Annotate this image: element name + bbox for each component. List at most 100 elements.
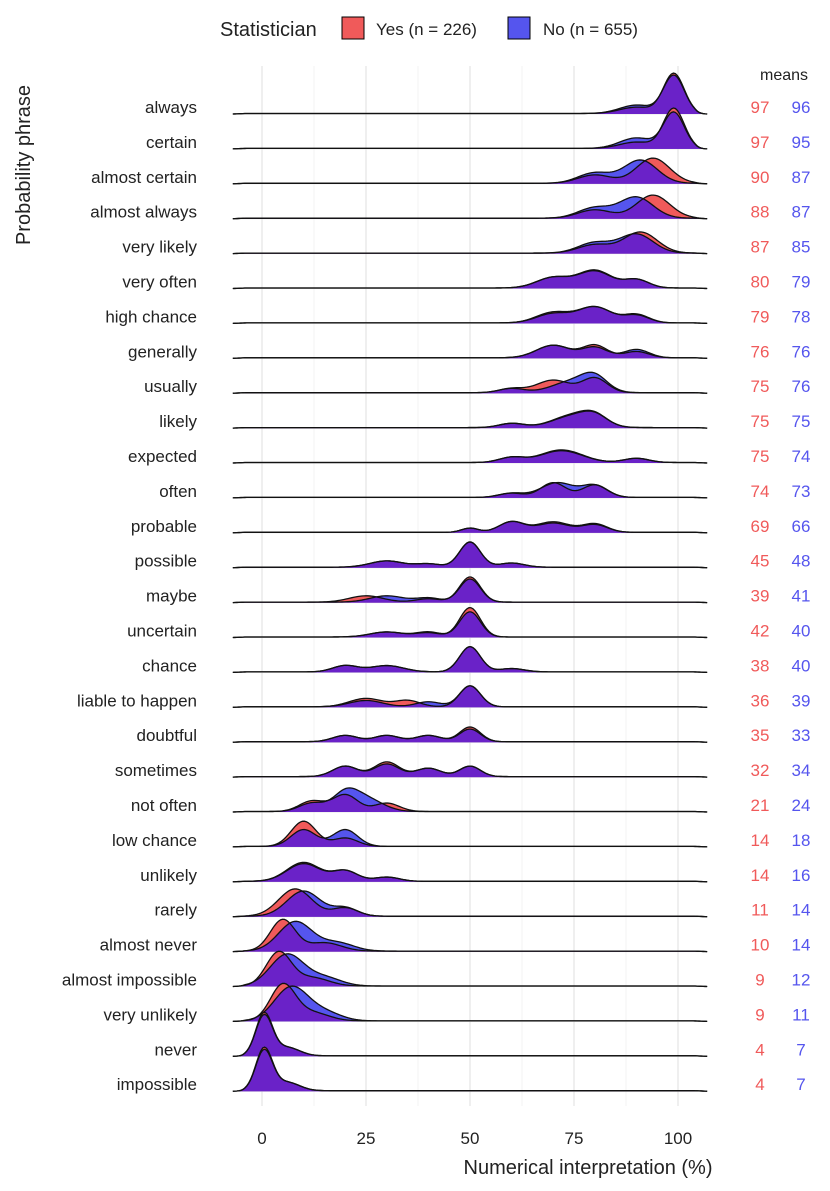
ridge-outline-no-low-chance <box>232 828 708 848</box>
mean-no-never: 7 <box>796 1040 805 1059</box>
ridge-liable-to-happen <box>232 685 708 708</box>
phrase-label-doubtful: doubtful <box>137 726 198 745</box>
mean-no-probable: 66 <box>792 517 811 536</box>
phrase-label-certain: certain <box>146 133 197 152</box>
mean-no-possible: 48 <box>792 552 811 571</box>
x-tick-label-25: 25 <box>357 1129 376 1148</box>
mean-yes-never: 4 <box>755 1040 764 1059</box>
legend-swatch-yes <box>341 16 365 40</box>
ridge-fill-overlap-liable-to-happen <box>232 685 708 708</box>
ridge-fill-overlap-always <box>232 75 708 114</box>
ridge-outline-no-likely <box>232 410 708 429</box>
legend-label-yes: Yes (n = 226) <box>376 20 477 39</box>
mean-no-maybe: 41 <box>792 587 811 606</box>
mean-no-almost-impossible: 12 <box>792 971 811 990</box>
mean-yes-rarely: 11 <box>751 901 769 920</box>
mean-yes-expected: 75 <box>751 447 770 466</box>
ridge-fill-overlap-almost-impossible <box>232 954 708 987</box>
mean-yes-maybe: 39 <box>751 587 770 606</box>
phrase-label-almost-certain: almost certain <box>91 168 197 187</box>
ridge-fill-overlap-high-chance <box>232 306 708 324</box>
ridge-always <box>232 72 708 115</box>
ridge-fill-overlap-impossible <box>232 1049 708 1092</box>
mean-no-very-unlikely: 11 <box>792 1005 810 1024</box>
ridge-outline-no-maybe <box>232 578 708 604</box>
ridge-expected <box>232 449 708 464</box>
ridge-impossible <box>232 1046 708 1092</box>
ridge-fill-overlap-doubtful <box>232 729 708 743</box>
ridge-fill-overlap-never <box>232 1014 708 1057</box>
mean-yes-certain: 97 <box>751 133 770 152</box>
mean-yes-usually: 75 <box>751 377 770 396</box>
ridge-probable <box>232 520 708 534</box>
mean-yes-always: 97 <box>751 98 770 117</box>
mean-no-not-often: 24 <box>792 796 811 815</box>
mean-yes-unlikely: 14 <box>751 866 770 885</box>
mean-no-low-chance: 18 <box>792 831 811 850</box>
ridge-outline-no-sometimes <box>232 763 708 778</box>
ridge-layer <box>232 72 708 1092</box>
ridge-fill-overlap-generally <box>232 345 708 359</box>
legend-title: Statistician <box>220 19 317 41</box>
ridge-outline-no-very-unlikely <box>232 985 708 1023</box>
ridge-fill-overlap-low-chance <box>232 829 708 847</box>
ridge-not-often <box>232 787 708 813</box>
ridge-fill-overlap-probable <box>232 521 708 533</box>
phrase-label-often: often <box>159 482 197 501</box>
mean-no-liable-to-happen: 39 <box>792 691 811 710</box>
ridge-unlikely <box>232 861 708 883</box>
legend-label-no: No (n = 655) <box>543 20 638 39</box>
ridge-very-unlikely <box>232 982 708 1023</box>
ridge-outline-no-almost-never <box>232 920 708 953</box>
phrase-label-low-chance: low chance <box>112 831 197 850</box>
mean-yes-likely: 75 <box>751 412 770 431</box>
ridge-generally <box>232 343 708 359</box>
ridge-fill-overlap-expected <box>232 450 708 463</box>
ridge-often <box>232 481 708 499</box>
mean-yes-uncertain: 42 <box>751 622 770 641</box>
mean-yes-sometimes: 32 <box>751 761 770 780</box>
legend-swatch-no <box>507 16 531 40</box>
phrase-label-chance: chance <box>142 656 197 675</box>
mean-yes-generally: 76 <box>751 342 770 361</box>
ridge-outline-no-chance <box>232 646 708 674</box>
ridge-possible <box>232 541 708 569</box>
ridge-outline-no-generally <box>232 344 708 359</box>
ridge-almost-impossible <box>232 950 708 988</box>
x-tick-label-75: 75 <box>565 1129 584 1148</box>
phrase-label-liable-to-happen: liable to happen <box>77 691 197 710</box>
means-header: means <box>760 67 808 84</box>
legend: Statistician Yes (n = 226) No (n = 655) <box>220 16 638 41</box>
ridge-likely <box>232 409 708 429</box>
ridge-outline-no-expected <box>232 450 708 464</box>
mean-no-chance: 40 <box>792 656 811 675</box>
y-axis-title: Probability phrase <box>13 85 35 245</box>
ridge-outline-no-rarely <box>232 890 708 918</box>
phrase-label-probable: probable <box>131 517 197 536</box>
phrase-label-high-chance: high chance <box>105 307 197 326</box>
ridge-outline-no-unlikely <box>232 862 708 883</box>
ridge-very-likely <box>232 231 708 255</box>
phrase-label-rarely: rarely <box>154 901 197 920</box>
ridge-usually <box>232 371 708 394</box>
ridge-chance <box>232 646 708 674</box>
mean-yes-almost-never: 10 <box>751 936 770 955</box>
mean-no-uncertain: 40 <box>792 622 811 641</box>
ridge-fill-overlap-certain <box>232 111 708 149</box>
ridge-outline-no-probable <box>232 520 708 534</box>
mean-no-almost-certain: 87 <box>792 168 811 187</box>
phrase-label-possible: possible <box>135 552 197 571</box>
ridge-outline-no-impossible <box>232 1048 708 1092</box>
ridge-outline-no-almost-always <box>232 196 708 220</box>
mean-no-often: 73 <box>792 482 811 501</box>
x-axis-title: Numerical interpretation (%) <box>464 1157 713 1179</box>
mean-yes-high-chance: 79 <box>751 307 770 326</box>
phrase-label-almost-always: almost always <box>90 203 197 222</box>
ridge-high-chance <box>232 305 708 325</box>
phrase-label-very-often: very often <box>122 273 197 292</box>
ridge-almost-always <box>232 194 708 220</box>
phrase-label-almost-never: almost never <box>100 936 198 955</box>
